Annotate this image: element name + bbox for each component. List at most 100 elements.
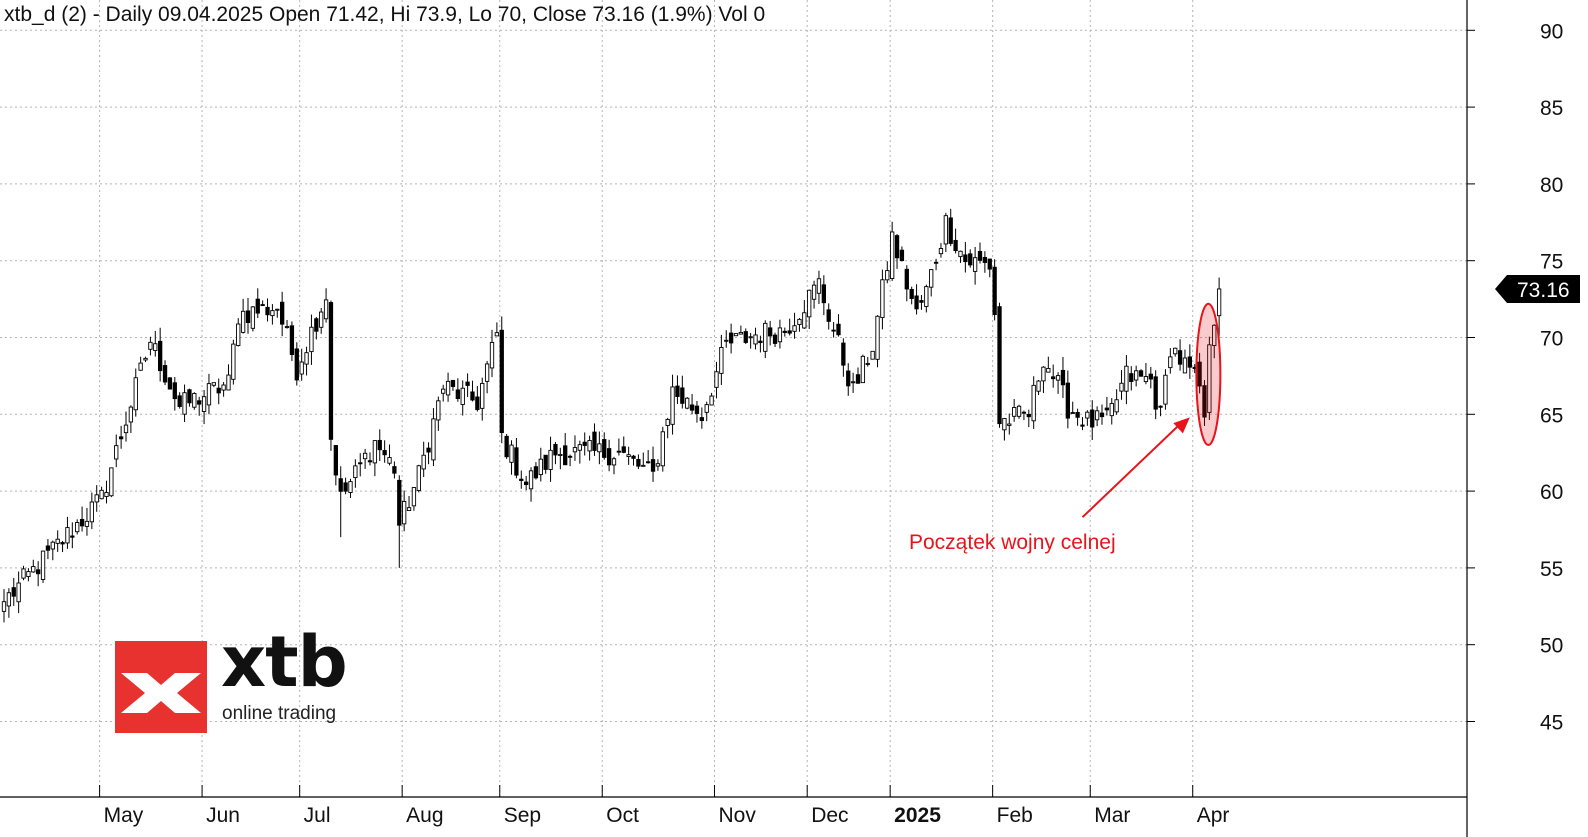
candle-down: [987, 258, 992, 270]
candle-down: [933, 261, 939, 264]
candle-up: [50, 541, 55, 550]
price-tick-label: 65: [1540, 404, 1563, 427]
candle-up: [445, 380, 451, 396]
candle-down: [328, 302, 334, 440]
candle-down: [1026, 413, 1031, 418]
candle-up: [1046, 367, 1051, 373]
candle-up: [309, 326, 314, 353]
candle-down: [465, 381, 470, 386]
candle-up: [299, 361, 304, 375]
candle-down: [563, 445, 568, 466]
candle-up: [484, 363, 490, 382]
candle-up: [128, 406, 134, 423]
candle-down: [1021, 411, 1027, 414]
candle-up: [1094, 410, 1100, 421]
candle-up: [84, 520, 90, 527]
candle-up: [431, 418, 436, 461]
candle-up: [236, 323, 241, 346]
candle-up: [94, 494, 99, 503]
price-tick-label: 50: [1540, 635, 1563, 658]
candle-up: [226, 374, 231, 391]
candle-up: [65, 527, 70, 544]
candle-up: [660, 431, 665, 467]
candle-down: [772, 334, 778, 344]
candle-down: [1177, 350, 1183, 365]
candle-down: [899, 249, 905, 261]
candle-up: [206, 383, 212, 406]
candle-up: [890, 231, 895, 279]
candle-up: [99, 489, 104, 500]
candle-up: [807, 289, 812, 318]
candle-down: [699, 417, 704, 422]
candle-down: [397, 479, 402, 526]
candle-up: [1012, 407, 1017, 417]
candle-up: [319, 311, 324, 328]
candle-down: [914, 295, 919, 310]
candle-down: [245, 310, 251, 324]
candle-up: [509, 444, 514, 463]
candle-up: [626, 454, 631, 458]
candle-up: [284, 326, 290, 329]
candle-down: [782, 330, 787, 333]
candle-down: [616, 450, 622, 453]
candle-up: [792, 325, 797, 332]
candle-up: [304, 352, 309, 365]
candle-down: [1158, 405, 1163, 408]
candle-down: [846, 370, 851, 387]
candle-up: [1212, 324, 1217, 346]
candle-down: [358, 462, 363, 465]
candle-down: [177, 395, 182, 407]
candle-down: [680, 387, 685, 404]
candle-down: [636, 459, 641, 467]
candle-up: [548, 449, 553, 470]
candle-up: [201, 396, 207, 412]
candle-down: [968, 253, 973, 266]
candle-up: [6, 592, 12, 607]
candle-up: [724, 339, 729, 342]
candle-down: [167, 377, 173, 390]
candle-up: [489, 341, 495, 369]
candle-down: [909, 288, 914, 299]
candle-down: [36, 569, 41, 575]
candle-down: [768, 327, 773, 337]
candle-up: [402, 500, 407, 525]
candle-up: [704, 404, 709, 413]
candle-down: [1051, 376, 1056, 380]
candle-down: [265, 306, 270, 316]
candle-up: [880, 279, 885, 319]
candle-up: [670, 386, 675, 425]
candle-down: [338, 478, 343, 492]
candle-down: [1075, 412, 1080, 418]
candle-down: [1099, 412, 1105, 418]
candle-up: [1070, 412, 1075, 414]
date-tick-label: Jun: [206, 804, 240, 827]
candle-up: [323, 299, 329, 320]
candle-down: [1187, 356, 1192, 368]
candle-down: [1197, 361, 1202, 387]
candle-up: [192, 393, 197, 408]
candle-down: [1129, 373, 1134, 383]
price-tick-label: 80: [1540, 174, 1563, 197]
candle-down: [675, 385, 680, 397]
candle-up: [797, 318, 802, 325]
candle-up: [885, 270, 890, 281]
arrow-line: [1081, 421, 1183, 518]
candle-down: [343, 482, 348, 492]
price-tick-label: 45: [1540, 712, 1563, 735]
candle-up: [240, 310, 246, 333]
highlight-ellipse: [1195, 302, 1222, 447]
candle-up: [577, 444, 582, 451]
candle-up: [753, 334, 758, 345]
candle-down: [646, 461, 651, 464]
last-price-label: 73.16: [1517, 279, 1570, 302]
candle-down: [1148, 373, 1153, 380]
candle-down: [1090, 409, 1095, 428]
candle-down: [582, 441, 587, 446]
candle-up: [1163, 374, 1168, 405]
candle-up: [221, 384, 226, 391]
candle-up: [587, 440, 592, 452]
candle-down: [948, 217, 953, 244]
candle-down: [450, 379, 456, 387]
candle-down: [426, 447, 431, 453]
